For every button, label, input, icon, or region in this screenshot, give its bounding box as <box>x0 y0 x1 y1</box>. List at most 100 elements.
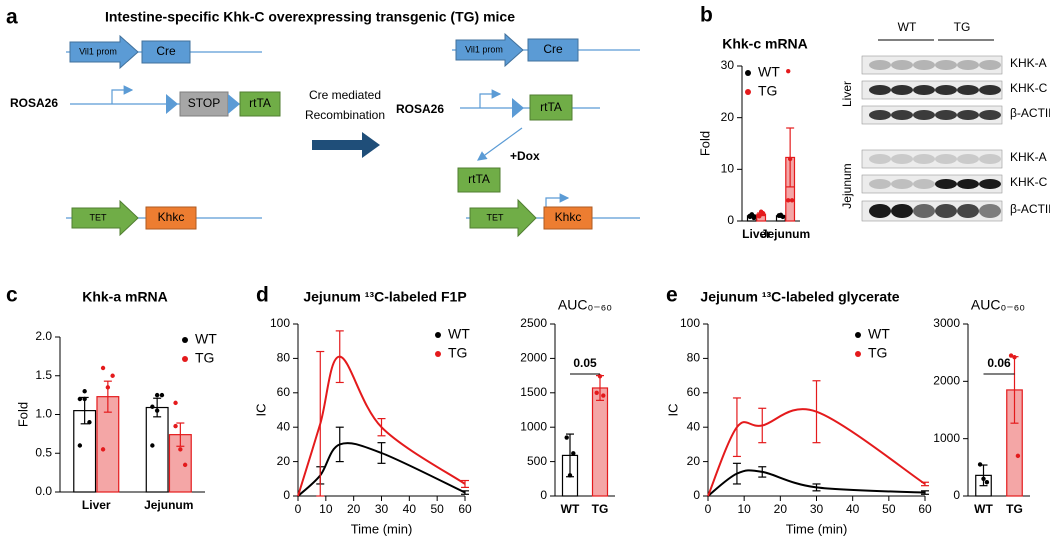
x-tick-label: Liver <box>742 227 771 241</box>
y-tick-label: 1.5 <box>35 368 52 382</box>
y-tick-label: 0 <box>283 488 290 502</box>
y-tick-label: 20 <box>721 110 735 124</box>
data-point <box>760 211 766 216</box>
data-point <box>173 400 178 406</box>
data-point <box>110 373 115 378</box>
band-label: KHK-A <box>1010 150 1047 164</box>
recombination-arrow <box>312 132 380 158</box>
legend-marker <box>435 332 441 338</box>
khkc-label: Khkc <box>555 210 582 224</box>
data-point <box>100 365 106 371</box>
legend-label: WT <box>868 326 890 342</box>
y-tick-label: 20 <box>687 454 701 468</box>
loxp <box>228 94 240 114</box>
blot-band <box>957 110 979 120</box>
blot-band <box>869 85 891 95</box>
y-tick-label: 1000 <box>520 419 547 433</box>
chart-title: Khk-a mRNA <box>82 289 168 305</box>
data-point <box>1015 453 1021 459</box>
tet-arrow <box>71 199 139 237</box>
data-point <box>82 389 87 394</box>
x-tick-label: 50 <box>882 502 896 516</box>
rtta-box <box>457 167 501 193</box>
blot-band <box>935 110 957 120</box>
data-point <box>786 198 791 203</box>
data-point <box>564 435 569 440</box>
data-point <box>981 476 986 481</box>
blot-band <box>913 154 935 164</box>
y-tick-label: 2000 <box>933 374 960 388</box>
data-point <box>789 198 795 203</box>
promoter-label: Vil1 prom <box>79 46 117 56</box>
y-tick-label: 0 <box>693 488 700 502</box>
tss-arrow <box>545 193 570 207</box>
data-point <box>571 451 576 456</box>
data-point <box>182 462 188 468</box>
tss-arrow <box>111 85 134 104</box>
arrow-label: Recombination <box>305 108 385 122</box>
locus-label: ROSA26 <box>10 96 58 110</box>
y-tick-label: 30 <box>721 58 735 72</box>
band-label: KHK-C <box>1010 175 1048 189</box>
band-label: β-ACTIN <box>1010 202 1050 216</box>
blot-band <box>891 60 913 70</box>
y-tick-label: 0 <box>540 488 547 502</box>
legend-label: TG <box>195 350 214 366</box>
x-tick-label: 0 <box>295 502 302 516</box>
y-tick-label: 2.0 <box>35 329 52 343</box>
y-tick-label: 60 <box>687 385 701 399</box>
y-tick-label: 60 <box>277 385 291 399</box>
y-tick-label: 1000 <box>933 431 960 445</box>
panel-label: b <box>700 4 713 27</box>
blot-band <box>913 85 935 95</box>
data-point <box>100 447 106 452</box>
promoter-label: Vil1 prom <box>465 44 503 54</box>
blot-band <box>869 154 891 164</box>
tissue-label: Jejunum <box>840 163 854 208</box>
blot-band <box>935 85 957 95</box>
y-tick-label: 2000 <box>520 351 547 365</box>
panel-label: d <box>256 284 269 307</box>
bar <box>591 387 609 497</box>
western-blot: WT TG Liver Jejunum KHK-A KHK-C β-ACTIN … <box>840 20 1050 222</box>
group-label: WT <box>898 20 917 34</box>
x-tick-label: 10 <box>319 502 333 516</box>
data-point <box>154 408 160 413</box>
legend-marker <box>435 351 441 357</box>
blot-band <box>957 154 979 164</box>
cre-box <box>527 38 579 62</box>
khkc-box <box>543 206 593 230</box>
data-point <box>154 392 160 398</box>
y-axis-label: IC <box>665 404 680 417</box>
y-tick-label: 2500 <box>520 316 547 330</box>
x-tick-label: 10 <box>737 502 751 516</box>
group-label: TG <box>954 20 971 34</box>
data-point <box>778 213 784 219</box>
blot-band <box>979 85 1001 95</box>
tet-label: TET <box>90 212 108 222</box>
y-tick-label: 80 <box>687 351 701 365</box>
diagram-title: Intestine-specific Khk-C overexpressing … <box>105 9 515 25</box>
blot-band <box>869 110 891 120</box>
x-tick-label: 50 <box>430 502 444 516</box>
blot-band <box>979 60 1001 70</box>
blot-band <box>935 179 957 189</box>
x-tick-label: TG <box>592 502 609 516</box>
legend-label: WT <box>195 331 217 347</box>
arrow-label: Cre mediated <box>309 88 381 102</box>
y-tick-label: 20 <box>277 454 291 468</box>
blot-band <box>957 85 979 95</box>
x-axis-label: Time (min) <box>351 521 413 536</box>
data-point <box>82 396 87 402</box>
x-tick-label: 40 <box>403 502 417 516</box>
data-point <box>984 480 990 485</box>
data-point <box>567 473 573 478</box>
legend-marker <box>745 89 751 95</box>
blot-band <box>979 179 1001 189</box>
y-tick-label: 10 <box>721 162 735 176</box>
x-tick-label: 60 <box>918 502 932 516</box>
data-point <box>77 443 83 448</box>
blot-band <box>913 110 935 120</box>
x-tick-label: TG <box>1006 502 1023 516</box>
rtta-label: rtTA <box>249 96 271 110</box>
